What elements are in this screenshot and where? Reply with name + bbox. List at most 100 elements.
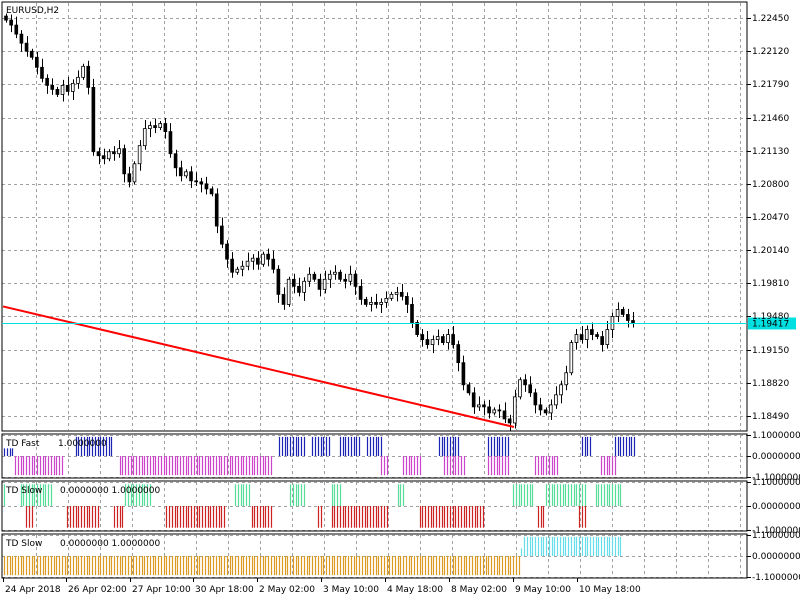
candle-body [435,336,440,340]
candle-body [564,372,569,386]
time-axis-label: 26 Apr 02:00 [68,585,127,595]
indicator-tick-label: 1.1000000 [752,478,800,488]
candle-body [153,125,157,128]
candle-body [148,125,152,129]
candle-body [590,329,594,335]
indicator-tick-label: 0.0000000 [752,552,800,562]
price-tick-label: 1.20140 [752,246,789,256]
candle-body [343,278,348,282]
candle-body [518,379,522,398]
price-tick-label: 1.18490 [752,412,789,422]
candle-body [441,336,445,343]
td-slow-legend-2: TD Slow 0.0000000 1.0000000 [5,539,160,549]
candle-body [554,394,558,406]
candle-body [425,339,430,345]
candle-body [168,131,173,155]
candle-body [19,33,24,44]
candle-body [502,410,507,420]
candle-body [579,334,584,340]
candle-body [4,15,8,21]
candle-body [70,82,75,92]
candle-body [461,362,466,386]
candle-body [122,148,127,175]
candle-body [235,268,240,273]
time-axis-label: 2 May 02:00 [259,585,315,595]
candle-body [91,86,96,153]
candle-body [374,302,378,305]
candle-body [271,258,276,270]
candle-body [307,273,312,282]
candle-body [101,155,106,160]
candle-body [240,265,245,270]
candle-body [497,409,502,412]
candle-body [45,77,49,86]
candle-body [312,273,317,280]
candle-body [184,171,188,177]
indicator-tick-label: 1.1000000 [752,531,800,541]
candle-body [230,258,234,273]
candle-body [106,151,111,160]
chart-title: EURUSD,H2 [6,6,59,16]
candle-body [322,278,327,290]
candle-body [276,268,281,295]
candle-body [528,384,533,394]
candle-body [14,24,19,35]
candle-body [199,181,204,185]
candle-body [548,404,553,414]
candle-body [50,84,55,90]
candle-body [569,342,574,374]
td-slow-legend-1: TD Slow 0.0000000 1.0000000 [5,486,160,496]
price-tick-label: 1.22120 [752,47,789,57]
candle-body [584,329,589,340]
candle-body [379,302,383,305]
candle-body [163,123,168,133]
candle-body [410,304,414,323]
candle-body [482,404,486,408]
candle-body [55,89,60,95]
indicator-tick-label: -1.1000000 [752,526,800,536]
candle-body [173,153,178,169]
candle-body [369,302,373,305]
candle-body [96,151,101,157]
candle-body [29,50,34,58]
indicator-tick-label: 0.0000000 [752,452,800,462]
time-axis-label: 9 May 10:00 [515,585,571,595]
indicator-tick-label: 0.0000000 [752,502,800,512]
trendline[interactable] [2,305,515,428]
candle-body [60,84,65,95]
candle-body [245,260,250,267]
trendline-group [2,305,515,428]
candle-body [446,334,450,343]
candle-body [158,123,162,128]
candle-body [261,253,265,265]
candle-body [405,295,409,305]
current-price-group: 1.19417 [2,317,796,330]
candle-body [127,173,132,183]
candle-body [281,293,286,305]
td-slow-title-2: TD Slow [5,539,42,549]
candle-body [477,404,481,408]
candle-body [605,329,610,345]
td-slow-title-1: TD Slow [5,486,42,496]
time-axis-label: 30 Apr 18:00 [195,585,254,595]
candle-body [204,183,209,190]
candle-body [117,148,121,155]
time-axis-label: 27 Apr 10:00 [132,585,191,595]
candle-body [523,379,527,386]
candle-body [415,322,419,335]
indicator-bars [3,436,636,576]
candle-body [451,334,455,345]
candle-body [492,409,497,414]
candle-body [574,334,579,343]
candle-body [189,171,193,182]
candle-body [595,334,599,337]
candle-body [178,167,183,177]
candle-body [291,278,296,287]
candle-body [132,163,137,183]
candle-body [620,309,625,315]
price-tick-label: 1.21790 [752,80,789,90]
candle-body [456,344,461,364]
td-fast-values: 1.0000000 [58,439,107,449]
main-price-pane[interactable] [1,1,748,432]
